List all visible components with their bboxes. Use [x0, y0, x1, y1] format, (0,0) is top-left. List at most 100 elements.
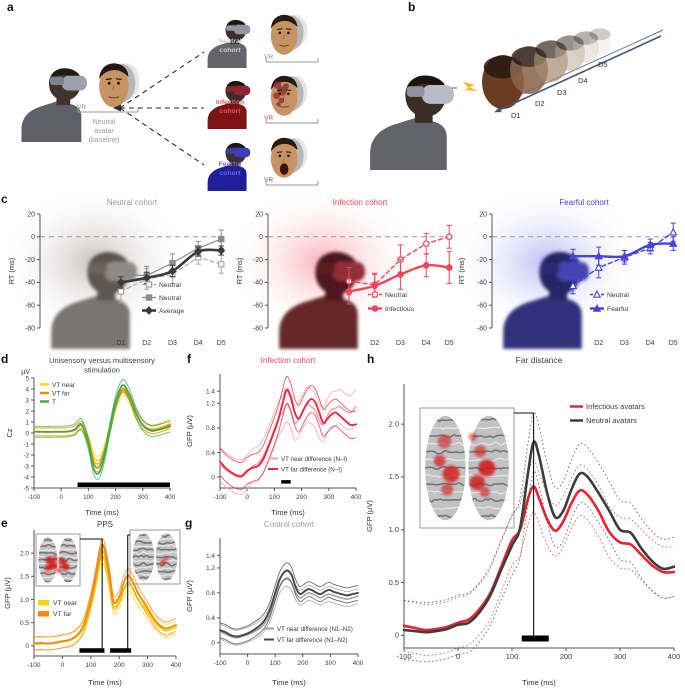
- svg-text:2.0: 2.0: [389, 419, 399, 428]
- chart-far-distance-gfp: 0 0.5 1.0 1.5 2.0 -100 0 100 200 300 400 Time (ms) G…: [364, 354, 684, 688]
- legend-label: VT near difference (N–I): [281, 456, 347, 463]
- svg-text:-1: -1: [23, 441, 29, 448]
- panel-label-d: d: [1, 352, 9, 366]
- svg-text:D5: D5: [217, 340, 226, 347]
- svg-text:400: 400: [353, 660, 364, 667]
- svg-text:D1: D1: [116, 340, 125, 347]
- person-vr-silhouette: [503, 252, 590, 349]
- avatar-head-distance: [555, 35, 585, 71]
- chart-title: PPS: [97, 520, 113, 529]
- chart-d-svg: 5 4 3 2 1 0 -1 -2 -3 -4 -5 -100 0 100 200 300 400 Time (m…: [5, 356, 176, 517]
- distance-label: D1: [511, 111, 521, 120]
- svg-text:0.4: 0.4: [206, 450, 215, 457]
- svg-text:200: 200: [560, 652, 573, 661]
- distance-label: D3: [557, 88, 567, 97]
- x-axis-label: Time (ms): [272, 678, 306, 687]
- svg-text:D4: D4: [194, 340, 203, 347]
- svg-text:1: 1: [26, 419, 30, 426]
- y-axis-label: RT (ms): [235, 257, 244, 284]
- brain-activation-inset: [35, 533, 81, 587]
- chart-c1-svg: 20 0 -20 -40 -60 -80 D1 D2 D3 D4 D5 RT (ms) Neutral N…: [6, 196, 226, 349]
- svg-text:0: 0: [395, 631, 399, 640]
- cohort-label: cohort: [219, 170, 241, 177]
- person-vr-silhouette: [207, 142, 251, 191]
- svg-text:-80: -80: [253, 325, 263, 332]
- svg-text:0: 0: [211, 640, 215, 647]
- svg-text:200: 200: [297, 660, 308, 667]
- svg-text:-3: -3: [23, 463, 29, 470]
- svg-text:D1: D1: [568, 340, 577, 347]
- svg-text:0: 0: [245, 494, 249, 501]
- svg-text:-80: -80: [25, 325, 35, 332]
- svg-text:D2: D2: [142, 340, 151, 347]
- panel-label-a: a: [7, 0, 14, 14]
- y-axis-label: GFP (µV): [3, 577, 12, 609]
- baseline-caption: (baseline): [89, 137, 120, 144]
- svg-text:0: 0: [483, 234, 487, 241]
- person-vr-silhouette: [51, 252, 138, 349]
- distance-label: D5: [598, 60, 608, 69]
- chart-title: Infection cohort: [261, 356, 316, 365]
- svg-text:0: 0: [61, 662, 65, 669]
- avatar-face-neutral: [270, 14, 308, 55]
- chart-infection-cohort-rt: 20 0 -20 -40 -60 -80 D1 D2 D3 D4 D5 RT (ms) Neutral I…: [234, 196, 460, 354]
- y-axis-label: RT (ms): [457, 257, 466, 284]
- svg-text:1.5: 1.5: [20, 574, 29, 581]
- chart-title: Far distance: [516, 355, 563, 365]
- baseline-caption: Neutral: [93, 119, 116, 126]
- cohort-label: Fearful: [219, 161, 242, 168]
- svg-text:-2: -2: [23, 452, 29, 459]
- svg-text:-100: -100: [396, 652, 411, 661]
- panel-b-svg: D1 D2 D3 D4 D5: [370, 28, 664, 170]
- legend-label: Neutral: [385, 292, 407, 299]
- svg-text:-20: -20: [477, 257, 487, 264]
- panel-label-e: e: [1, 516, 8, 530]
- sound-spark-icon: [463, 82, 478, 91]
- svg-text:-40: -40: [25, 280, 35, 287]
- svg-text:1.2: 1.2: [206, 401, 215, 408]
- svg-text:0: 0: [259, 234, 263, 241]
- chart-title: Fearful cohort: [559, 198, 609, 207]
- x-axis-label: Time (ms): [271, 508, 305, 517]
- svg-text:-60: -60: [25, 303, 35, 310]
- svg-text:-60: -60: [477, 303, 487, 310]
- svg-text:1.0: 1.0: [20, 597, 29, 604]
- svg-text:3: 3: [26, 397, 30, 404]
- svg-text:D3: D3: [620, 340, 629, 347]
- distance-label: D2: [535, 99, 545, 108]
- svg-text:0: 0: [31, 234, 35, 241]
- svg-text:0.8: 0.8: [206, 425, 215, 432]
- chart-pps-gfp: 0 0.5 1.0 1.5 2.0 -100 0 100 200 300 400 Time (ms) G…: [2, 518, 186, 688]
- cohort-label: Infection: [216, 99, 244, 106]
- legend-label: VT far: [53, 611, 72, 618]
- legend-label: Infectious: [385, 306, 415, 313]
- panel-label-b: b: [408, 0, 416, 14]
- svg-text:0: 0: [211, 474, 215, 481]
- svg-text:-100: -100: [27, 662, 40, 669]
- svg-text:400: 400: [165, 494, 176, 501]
- y-axis-label: GFP (µV): [185, 415, 194, 447]
- svg-text:-100: -100: [213, 660, 226, 667]
- chart-title: stimulation: [84, 366, 120, 375]
- y-axis-label: RT (ms): [7, 257, 16, 284]
- svg-text:300: 300: [323, 494, 334, 501]
- svg-text:20: 20: [479, 211, 487, 218]
- chart-title: Unisensory versus multisensory: [49, 356, 155, 365]
- legend-label: Average: [159, 308, 184, 315]
- chart-e-svg: 0 0.5 1.0 1.5 2.0 -100 0 100 200 300 400 Time (ms) G…: [3, 520, 182, 687]
- svg-text:-20: -20: [25, 257, 35, 264]
- vr-scale-label: VR: [264, 177, 273, 184]
- y-axis-label: GFP (µV): [365, 500, 374, 532]
- cohort-label: Neutral: [218, 38, 242, 45]
- svg-text:D5: D5: [445, 340, 454, 347]
- svg-text:300: 300: [142, 662, 153, 669]
- svg-text:-60: -60: [253, 303, 263, 310]
- cohort-label: cohort: [219, 108, 241, 115]
- svg-text:100: 100: [506, 652, 519, 661]
- legend-label: Neutral avatars: [586, 416, 637, 425]
- svg-text:0.8: 0.8: [206, 590, 215, 597]
- svg-text:0: 0: [26, 430, 30, 437]
- svg-text:0.5: 0.5: [20, 620, 29, 627]
- legend-label: T: [52, 399, 56, 406]
